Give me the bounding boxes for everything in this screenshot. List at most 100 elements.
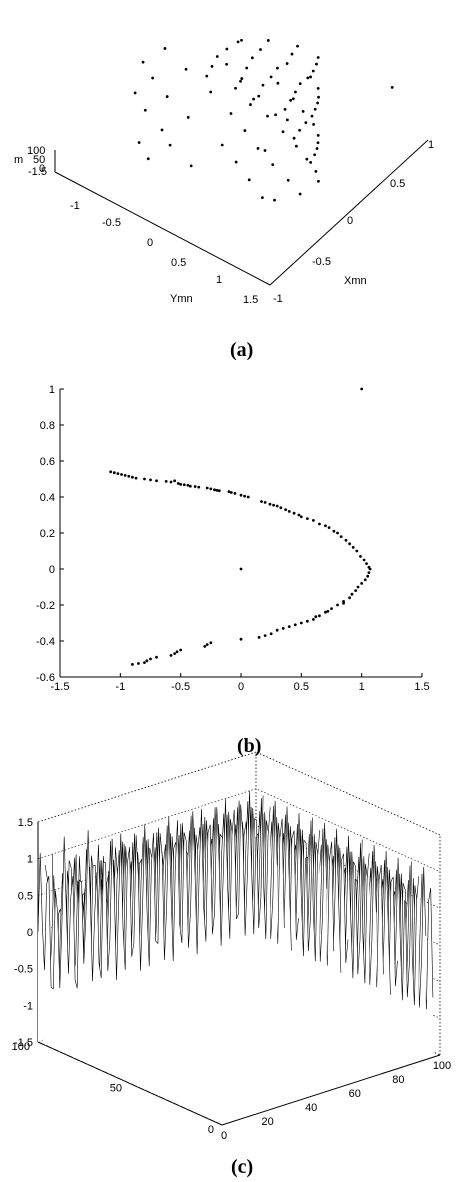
data-point (243, 494, 247, 498)
data-point (348, 596, 351, 600)
data-point-3d (263, 149, 267, 152)
data-point-3d (316, 134, 320, 137)
data-point-3d (294, 90, 297, 94)
data-point (336, 531, 339, 535)
data-point (360, 387, 364, 391)
data-point (209, 641, 213, 645)
data-point-3d (294, 144, 298, 148)
tick-c-x-5: 100 (433, 1060, 451, 1072)
panel-c-surface (37, 790, 434, 1122)
data-point-3d (184, 67, 188, 71)
tick-c-z-3: 0 (27, 927, 33, 939)
data-point-3d (298, 192, 302, 196)
data-point-3d (209, 90, 213, 94)
data-point-3d (276, 81, 280, 85)
data-point-3d (316, 87, 320, 90)
data-point (350, 592, 354, 596)
data-point-3d (236, 40, 240, 44)
tick-a-ymn-2: -0.5 (102, 217, 121, 229)
data-point-3d (304, 121, 308, 125)
tick-c-x-0: 0 (221, 1130, 227, 1142)
data-point-3d (260, 196, 264, 200)
data-point-3d (160, 128, 164, 132)
data-point-3d (291, 97, 295, 101)
data-point-3d (285, 62, 289, 65)
caption-a: (a) (230, 339, 253, 361)
data-point-3d (243, 129, 247, 132)
data-point-3d (306, 76, 310, 80)
data-point (330, 607, 333, 610)
data-point-3d (234, 86, 237, 90)
data-point (366, 574, 370, 578)
tick-c-z-1: -1 (23, 1000, 33, 1012)
tick-b-y-0: -0.6 (36, 672, 55, 684)
data-point-3d (314, 169, 318, 173)
data-point-3d (259, 48, 262, 51)
tick-a-xmn-0: -1 (273, 293, 283, 305)
tick-c-x-4: 80 (392, 1074, 404, 1086)
tick-b-x-0: -1.5 (51, 681, 70, 693)
data-point-3d (239, 79, 242, 83)
data-point (175, 650, 179, 654)
data-point-3d (225, 47, 229, 51)
tick-b-x-5: 1 (359, 681, 365, 693)
tick-a-xmn-1: -0.5 (312, 256, 331, 268)
tick-b-x-6: 1.5 (414, 681, 429, 693)
data-point (275, 504, 279, 508)
data-point (299, 515, 303, 519)
tick-c-z-2: -0.5 (14, 964, 33, 976)
data-point (263, 634, 267, 637)
data-point-3d (298, 128, 301, 132)
surface-row-line (37, 790, 257, 990)
data-point (173, 652, 177, 655)
data-point (239, 493, 243, 497)
data-point (348, 542, 351, 546)
tick-a-m-100: 100 (27, 145, 45, 157)
data-point (239, 637, 243, 641)
data-point (312, 519, 315, 522)
data-point (143, 477, 146, 481)
tick-c-y-1: 50 (110, 1083, 122, 1095)
data-point-3d (252, 97, 256, 101)
data-point-3d (215, 55, 219, 58)
data-point (203, 645, 207, 648)
data-point (193, 485, 197, 488)
grid-line-c-edge (255, 751, 441, 836)
data-point (217, 489, 221, 493)
data-point (284, 508, 288, 511)
tick-b-y-7: 0.8 (40, 420, 55, 432)
axis-a-ymn-line (54, 171, 271, 286)
data-point (229, 491, 233, 494)
data-point (324, 610, 327, 614)
data-point (155, 479, 158, 483)
tick-b-x-4: 0.5 (294, 681, 309, 693)
data-point (354, 589, 358, 592)
data-point (312, 618, 315, 621)
data-point-3d (316, 56, 320, 59)
data-point (215, 488, 219, 492)
data-point (355, 549, 359, 553)
data-point-3d (205, 74, 209, 78)
data-point (287, 625, 291, 628)
data-point (360, 582, 364, 585)
tick-b-y-1: -0.4 (36, 636, 55, 648)
data-point (326, 609, 330, 613)
tick-a-xmn-4: 1 (428, 139, 434, 151)
tick-a-ymn-0: -1.5 (28, 166, 47, 178)
data-point (268, 502, 272, 506)
data-point (344, 538, 348, 542)
tick-b-y-8: 1 (49, 384, 55, 396)
tick-b-y-2: -0.2 (36, 600, 55, 612)
data-point (233, 492, 237, 495)
data-point (205, 643, 209, 646)
data-point (342, 601, 345, 605)
grid-line-c-z (37, 788, 441, 872)
data-point-3d (286, 178, 290, 182)
data-point (227, 490, 231, 493)
tick-a-m-0: 0 (39, 163, 45, 175)
data-point (292, 511, 296, 515)
data-point (239, 567, 243, 571)
axis-label-ymn: Ymn (170, 293, 193, 305)
data-point (164, 479, 168, 483)
